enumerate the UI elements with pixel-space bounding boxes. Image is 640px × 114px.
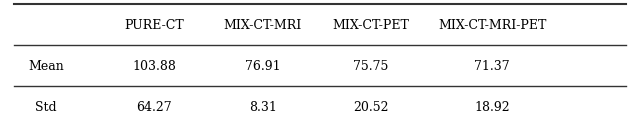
Text: 8.31: 8.31 — [249, 100, 276, 113]
Text: 71.37: 71.37 — [474, 60, 510, 73]
Text: PURE-CT: PURE-CT — [124, 19, 184, 32]
Text: MIX-CT-PET: MIX-CT-PET — [333, 19, 410, 32]
Text: MIX-CT-MRI: MIX-CT-MRI — [223, 19, 302, 32]
Text: 20.52: 20.52 — [353, 100, 388, 113]
Text: MIX-CT-MRI-PET: MIX-CT-MRI-PET — [438, 19, 546, 32]
Text: Std: Std — [35, 100, 57, 113]
Text: 18.92: 18.92 — [474, 100, 510, 113]
Text: 76.91: 76.91 — [245, 60, 280, 73]
Text: 103.88: 103.88 — [132, 60, 176, 73]
Text: 64.27: 64.27 — [136, 100, 172, 113]
Text: 75.75: 75.75 — [353, 60, 388, 73]
Text: Mean: Mean — [28, 60, 64, 73]
